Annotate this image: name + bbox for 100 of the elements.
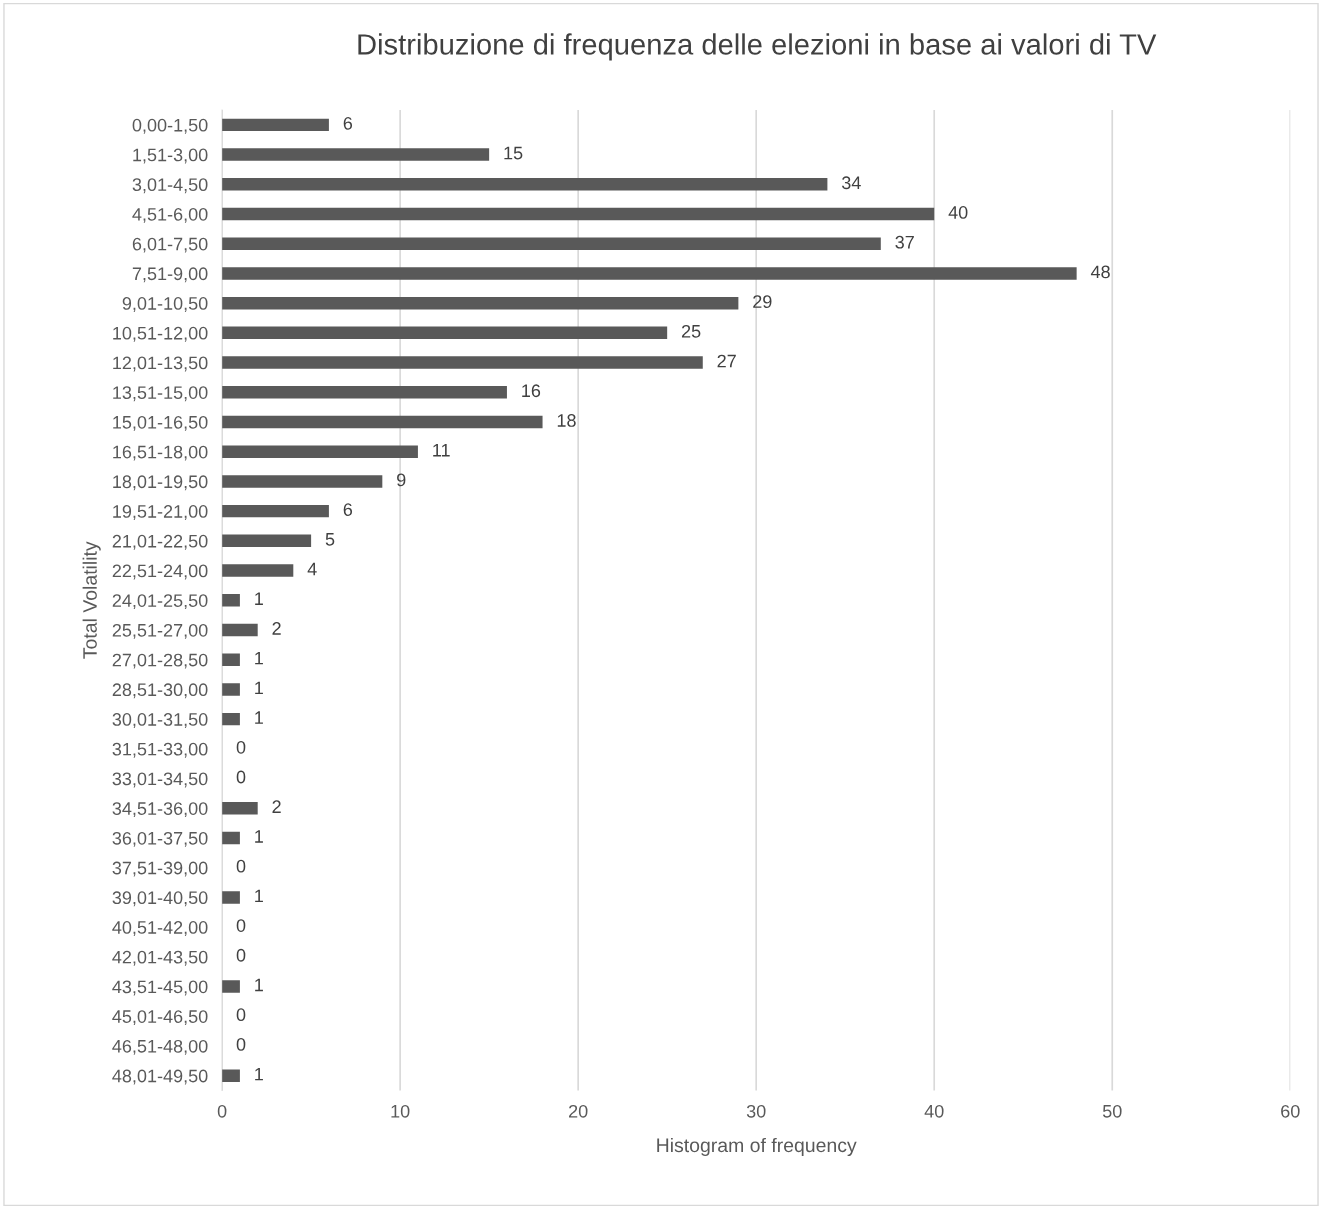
- bar: [222, 891, 240, 904]
- y-tick-label: 27,01-28,50: [112, 653, 208, 669]
- y-tick-label: 21,01-22,50: [112, 534, 208, 550]
- data-label: 40: [948, 206, 968, 219]
- data-label: 0: [236, 1008, 246, 1022]
- y-tick-label: 28,51-30,00: [112, 683, 208, 699]
- bar: [222, 504, 329, 518]
- bar: [222, 1069, 240, 1082]
- data-label: 1: [255, 1067, 263, 1081]
- data-label: 4: [307, 562, 317, 576]
- y-tick-label: 18,01-19,50: [113, 475, 208, 491]
- x-tick-label: 20: [569, 1104, 588, 1118]
- y-tick-label: 24,01-25,50: [112, 594, 208, 610]
- y-tick-label: 33,01-34,50: [112, 772, 208, 788]
- data-label: 0: [236, 859, 246, 873]
- y-tick-label: 39,01-40,50: [112, 891, 208, 907]
- y-tick-label: 13,51-15,00: [113, 386, 208, 402]
- data-label: 25: [681, 324, 701, 338]
- y-tick-label: 40,51-42,00: [112, 921, 208, 936]
- data-label: 1: [255, 592, 263, 605]
- y-tick-label: 25,51-27,00: [112, 623, 208, 639]
- data-label: 6: [343, 503, 353, 516]
- bar: [222, 594, 240, 607]
- y-tick-label: 6,01-7,50: [132, 237, 208, 253]
- y-tick-label: 4,51-6,00: [132, 207, 208, 223]
- data-label: 2: [272, 622, 281, 635]
- y-tick-label: 36,01-37,50: [112, 831, 208, 847]
- y-tick-label: 37,51-39,00: [112, 861, 208, 877]
- data-label: 1: [255, 651, 263, 665]
- y-tick-label: 15,01-16,50: [113, 415, 208, 431]
- y-tick-label: 1,51-3,00: [133, 148, 208, 164]
- y-tick-label: 16,51-18,00: [113, 445, 208, 461]
- bar: [222, 326, 668, 340]
- y-tick-label: 10,51-12,00: [113, 326, 208, 342]
- bar: [222, 623, 258, 637]
- x-tick-label: 40: [924, 1104, 944, 1118]
- bar: [222, 118, 329, 132]
- data-label: 18: [557, 414, 576, 427]
- data-label: 0: [236, 948, 246, 962]
- bar: [222, 445, 418, 458]
- bar: [222, 534, 312, 548]
- x-tick-label: 10: [391, 1104, 410, 1118]
- bar: [222, 802, 258, 815]
- x-tick-label: 30: [746, 1104, 766, 1118]
- bar: [222, 831, 240, 845]
- bar: [222, 296, 739, 310]
- bar: [222, 683, 240, 696]
- bar: [222, 148, 490, 161]
- data-label: 29: [753, 295, 772, 308]
- x-tick-label: 0: [217, 1104, 227, 1118]
- data-label: 0: [236, 770, 246, 784]
- y-tick-label: 0,00-1,50: [132, 118, 208, 134]
- bar: [222, 178, 828, 191]
- data-label: 37: [895, 235, 914, 249]
- bar: [222, 386, 507, 399]
- bar: [222, 475, 383, 488]
- data-label: 0: [236, 919, 246, 932]
- bar: [222, 237, 881, 250]
- x-tick-label: 50: [1102, 1104, 1122, 1118]
- data-label: 48: [1090, 265, 1110, 279]
- y-tick-label: 45,01-46,50: [112, 1010, 208, 1026]
- data-label: 0: [236, 1038, 246, 1051]
- data-label: 11: [433, 443, 450, 457]
- y-tick-label: 43,51-45,00: [112, 980, 208, 996]
- bar: [222, 356, 703, 369]
- y-tick-label: 48,01-49,50: [112, 1069, 208, 1085]
- y-tick-label: 31,51-33,00: [112, 742, 208, 758]
- data-label: 5: [325, 533, 335, 546]
- y-tick-label: 3,01-4,50: [132, 178, 208, 194]
- y-tick-label: 19,51-21,00: [113, 505, 208, 520]
- bar: [222, 415, 543, 429]
- y-tick-label: 7,51-9,00: [132, 267, 208, 283]
- data-label: 15: [504, 146, 523, 160]
- y-tick-label: 34,51-36,00: [112, 802, 208, 818]
- bar: [222, 980, 240, 993]
- bar: [222, 267, 1077, 280]
- data-label: 1: [255, 681, 263, 695]
- bar: [222, 653, 240, 666]
- data-label: 34: [841, 176, 861, 190]
- bar: [222, 564, 294, 577]
- y-tick-label: 42,01-43,50: [112, 950, 208, 966]
- data-label: 1: [255, 711, 263, 724]
- data-label: 1: [255, 830, 263, 843]
- x-axis-title: Histogram of frequency: [657, 1137, 857, 1157]
- bar: [222, 207, 935, 221]
- bar: [222, 712, 240, 726]
- y-axis-title: Total Volatility: [82, 541, 101, 659]
- chart-title: Distribuzione di frequenza delle elezioni in base ai valori di TV: [358, 33, 1157, 61]
- data-label: 9: [397, 473, 406, 487]
- data-label: 2: [272, 800, 281, 813]
- data-label: 6: [343, 116, 353, 130]
- y-tick-label: 30,01-31,50: [112, 713, 208, 728]
- data-label: 16: [522, 384, 541, 398]
- data-label: 1: [255, 978, 263, 992]
- data-label: 27: [717, 354, 736, 368]
- y-tick-label: 46,51-48,00: [112, 1039, 208, 1055]
- y-tick-label: 12,01-13,50: [113, 356, 208, 372]
- data-label: 0: [236, 740, 246, 754]
- x-tick-label: 60: [1281, 1104, 1300, 1118]
- data-label: 1: [255, 889, 263, 903]
